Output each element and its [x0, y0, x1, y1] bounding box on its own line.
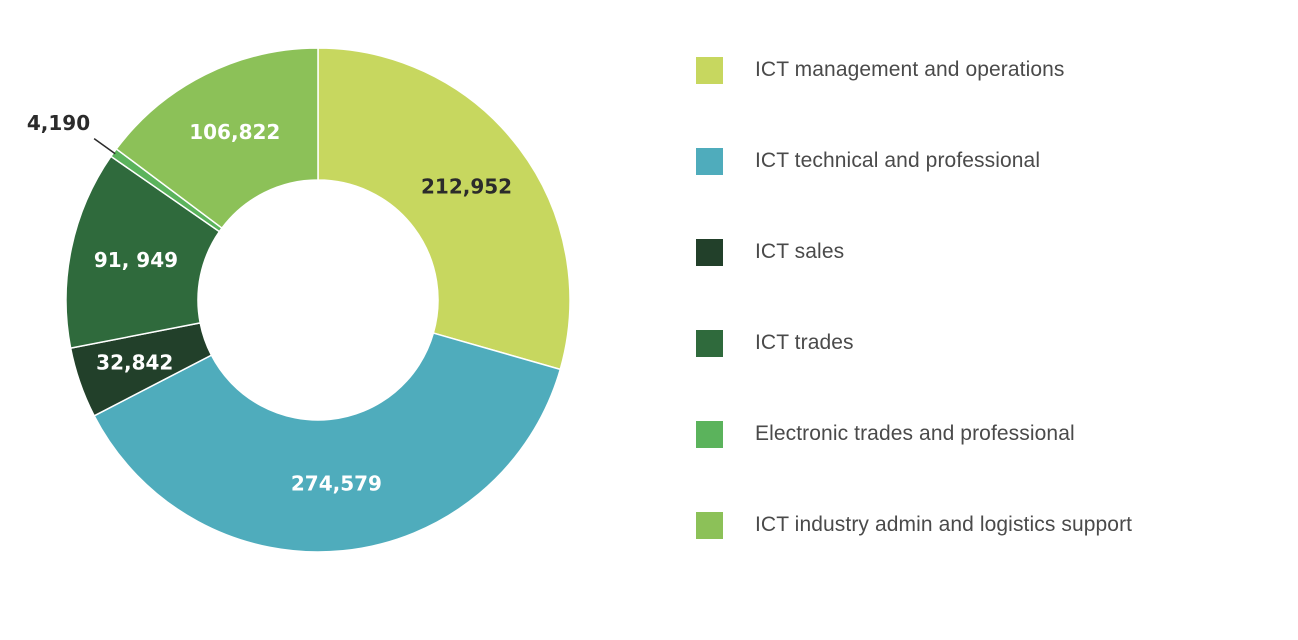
data-label-ict-technical: 274,579	[291, 472, 382, 496]
legend-label: ICT industry admin and logistics support	[755, 513, 1133, 536]
legend-label: Electronic trades and professional	[755, 422, 1075, 445]
legend-item-ict-technical: ICT technical and professional	[696, 146, 1132, 176]
legend-swatch	[696, 147, 723, 175]
chart-legend: ICT management and operations ICT techni…	[696, 55, 1132, 601]
legend-label: ICT trades	[755, 331, 854, 354]
legend-item-ict-management: ICT management and operations	[696, 55, 1132, 85]
legend-item-ict-trades: ICT trades	[696, 328, 1132, 358]
donut-chart: 212,952 274,579 32,842 91, 949 4,190 106,822	[27, 47, 571, 553]
donut-data-labels: 212,952 274,579 32,842 91, 949 4,190 106,822	[27, 111, 512, 496]
legend-swatch	[696, 56, 723, 84]
data-label-ict-sales: 32,842	[96, 350, 173, 374]
legend-item-electronic-trades: Electronic trades and professional	[696, 419, 1132, 449]
data-label-ict-trades: 91, 949	[94, 248, 178, 272]
donut-slices	[65, 47, 571, 553]
slice-ict-admin-logistics	[115, 47, 319, 230]
legend-swatch	[696, 511, 723, 539]
legend-label: ICT technical and professional	[755, 149, 1041, 172]
leader-line-electronic-trades	[93, 137, 116, 155]
legend-item-ict-sales: ICT sales	[696, 237, 1132, 267]
legend-item-ict-admin-logistics: ICT industry admin and logistics support	[696, 510, 1132, 540]
legend-swatch	[696, 420, 723, 448]
data-label-ict-management: 212,952	[421, 175, 512, 199]
data-label-electronic-trades: 4,190	[27, 111, 90, 135]
legend-label: ICT sales	[755, 240, 845, 263]
slice-ict-management	[317, 47, 571, 371]
legend-swatch	[696, 238, 723, 266]
legend-swatch	[696, 329, 723, 357]
data-label-ict-admin-logistics: 106,822	[189, 120, 280, 144]
slice-ict-trades	[65, 155, 221, 350]
legend-label: ICT management and operations	[755, 58, 1065, 81]
slice-ict-technical	[93, 332, 562, 553]
